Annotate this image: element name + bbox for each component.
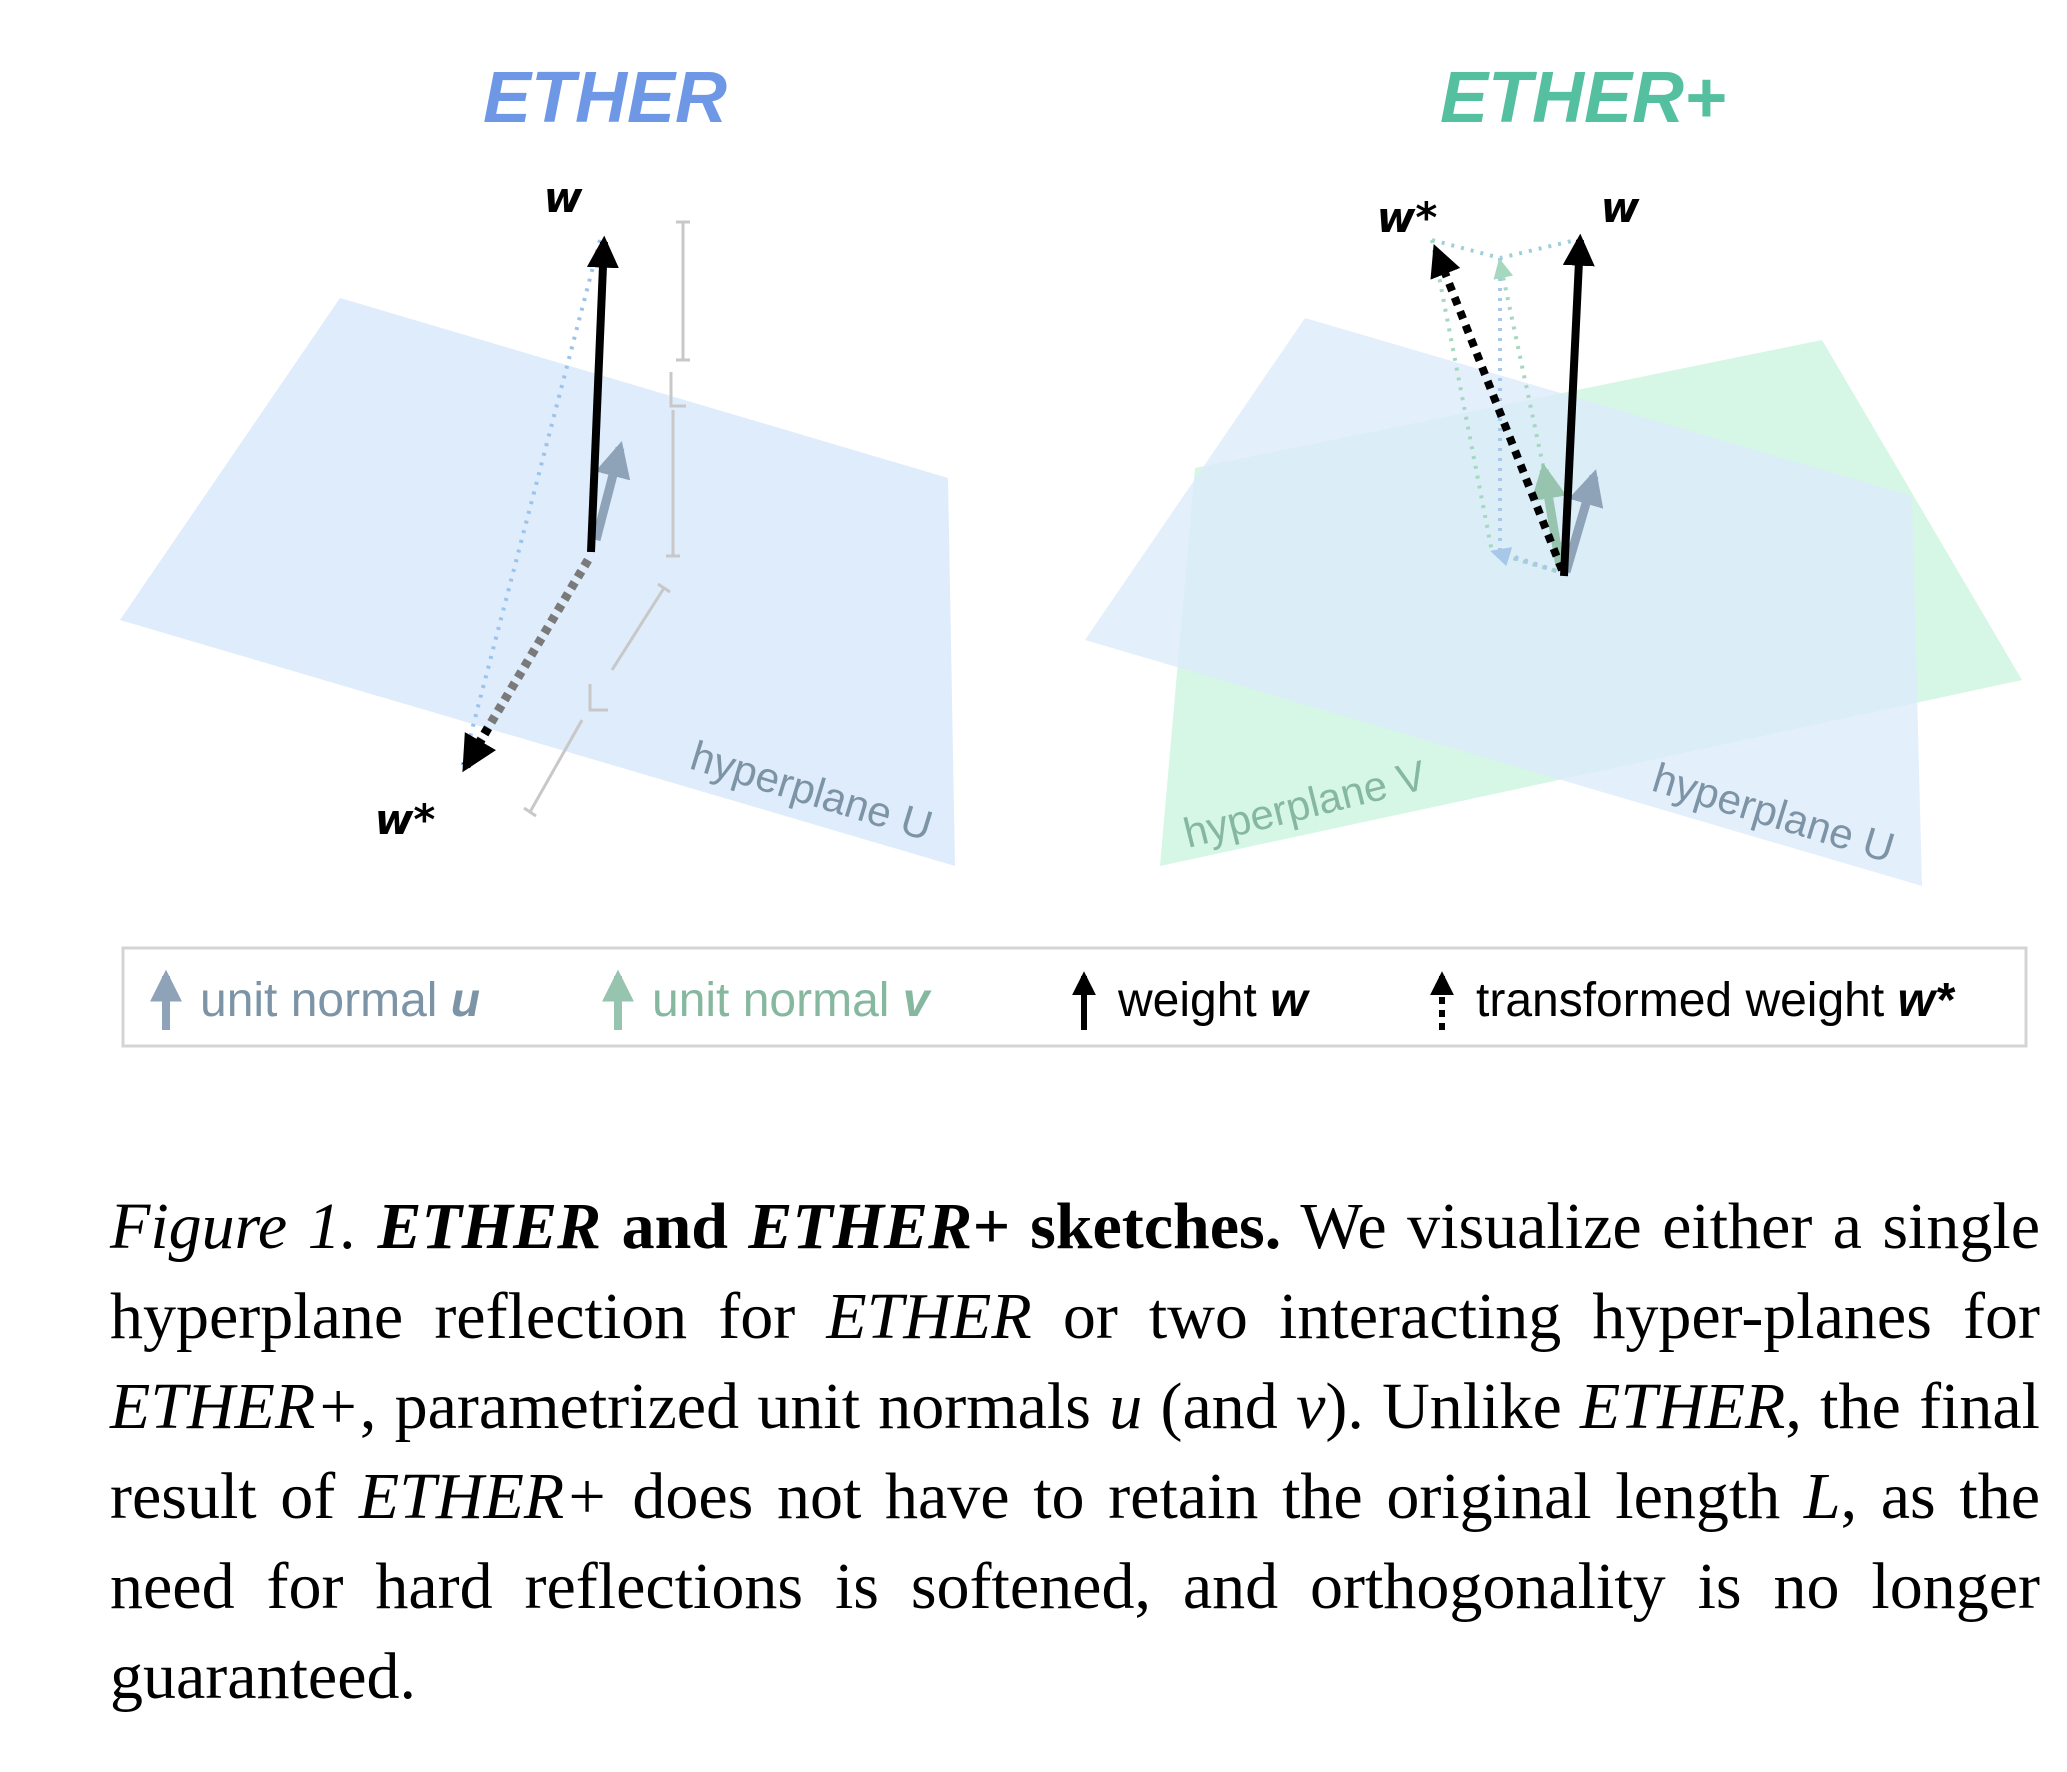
weight-w-arrow xyxy=(586,235,619,553)
svg-text:unit normal v: unit normal v xyxy=(652,974,932,1027)
caption-bold-4: sketches. xyxy=(1009,1190,1282,1263)
reflection-path-line xyxy=(460,239,602,769)
legend-symbol-v: v xyxy=(903,974,932,1027)
svg-text:unit normal u: unit normal u xyxy=(200,974,480,1027)
weight-w-arrow-right xyxy=(1560,233,1595,577)
panel-ether: ETHER w w* hyperplane U xyxy=(120,58,955,866)
caption-bold-2: and xyxy=(601,1190,749,1263)
svg-text:weight w: weight w xyxy=(1117,974,1310,1027)
caption-text-1: We visualize either a single hyperplane … xyxy=(110,1190,2041,1353)
legend-item-weight: weight w xyxy=(1072,971,1310,1030)
legend: unit normal u unit normal v weight w tra… xyxy=(121,946,2028,1048)
caption-bold-1: ETHER xyxy=(377,1190,602,1263)
unit-normal-u-arrow-right xyxy=(1561,469,1604,574)
hyperplane-u-plane-right xyxy=(1085,318,1922,886)
w-label-left: w xyxy=(544,173,583,222)
legend-symbol-u: u xyxy=(451,974,480,1027)
caption-text-3: , parametrized unit normals xyxy=(359,1370,1110,1443)
panel-title-ether-plus: ETHER+ xyxy=(1440,58,1726,138)
hyperplane-u-plane xyxy=(120,298,955,866)
construction-lines xyxy=(1430,238,1577,576)
caption-bold-3: ETHER+ xyxy=(748,1190,1010,1263)
legend-text-u: unit normal xyxy=(200,974,451,1027)
caption-italic-5: ETHER xyxy=(1580,1370,1786,1443)
panel-ether-plus: ETHER+ w w* hyperplane V hyperplane U xyxy=(1085,58,2022,886)
legend-item-unit-normal-u: unit normal u xyxy=(150,969,480,1030)
length-bracket-lower xyxy=(523,582,671,818)
caption-italic-4: v xyxy=(1296,1370,1326,1443)
svg-text:transformed weight w*: transformed weight w* xyxy=(1476,974,1956,1027)
caption-text-5: ). Unlike xyxy=(1325,1370,1581,1443)
caption-italic-3: u xyxy=(1109,1370,1143,1443)
legend-symbol-w: w xyxy=(1270,974,1310,1027)
caption-italic-1: ETHER xyxy=(826,1280,1032,1353)
unit-normal-u-arrow xyxy=(591,441,631,542)
figure-label: Figure 1. xyxy=(110,1190,358,1263)
legend-box xyxy=(121,946,2028,1048)
caption-italic-6: ETHER+ xyxy=(358,1460,609,1533)
caption-text-6: , the final result of xyxy=(110,1370,2041,1533)
panel-title-ether: ETHER xyxy=(483,58,727,138)
caption-text-2: or two interacting hyper-planes for xyxy=(1031,1280,2040,1353)
caption-text-8: , as the need for hard reflections is so… xyxy=(110,1460,2040,1713)
length-bracket-upper xyxy=(666,220,690,558)
caption-italic-2: ETHER+ xyxy=(110,1370,360,1443)
w-label-right: w xyxy=(1601,183,1640,232)
legend-text-transformed-weight: transformed weight xyxy=(1476,974,1898,1027)
w-star-label-left: w* xyxy=(375,795,436,844)
legend-item-unit-normal-v: unit normal v xyxy=(602,969,932,1030)
legend-text-v: unit normal xyxy=(652,974,903,1027)
legend-symbol-w-star: w* xyxy=(1898,974,1956,1027)
figure-caption: Figure 1. ETHER and ETHER+ sketches. We … xyxy=(110,1182,2040,1722)
caption-text-4: (and xyxy=(1142,1370,1297,1443)
transformed-weight-arrow-right xyxy=(1430,244,1566,572)
w-star-label-right: w* xyxy=(1377,193,1438,242)
caption-italic-7: L xyxy=(1803,1460,1841,1533)
legend-item-transformed-weight: transformed weight w* xyxy=(1430,971,1956,1030)
caption-text-7: does not have to retain the original len… xyxy=(608,1460,1804,1533)
legend-text-weight: weight xyxy=(1117,974,1270,1027)
